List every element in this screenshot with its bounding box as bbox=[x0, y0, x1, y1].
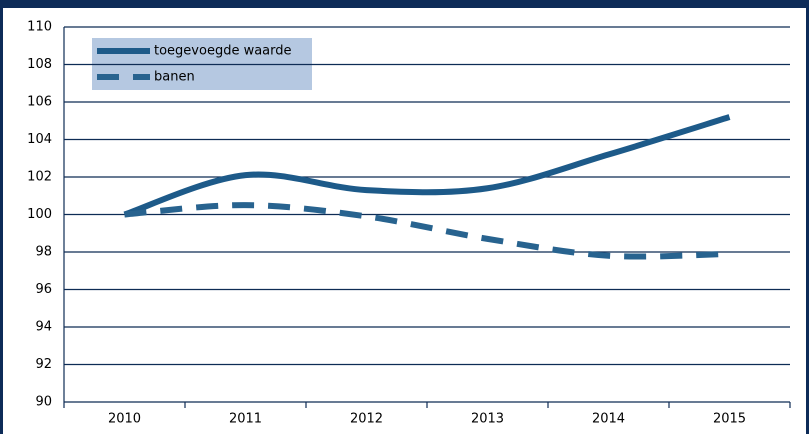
frame-right bbox=[806, 0, 809, 434]
series-line bbox=[123, 114, 731, 218]
y-tick-label: 110 bbox=[27, 20, 52, 35]
y-tick-label: 94 bbox=[35, 320, 52, 335]
x-tick-label: 2015 bbox=[713, 412, 746, 427]
legend-label: banen bbox=[154, 70, 195, 85]
y-tick-label: 100 bbox=[27, 207, 52, 222]
y-tick-label: 98 bbox=[35, 245, 52, 260]
x-tick-label: 2012 bbox=[350, 412, 383, 427]
y-tick-label: 108 bbox=[27, 57, 52, 72]
legend-label: toegevoegde waarde bbox=[154, 44, 292, 59]
y-tick-label: 102 bbox=[27, 170, 52, 185]
frame-top bbox=[0, 0, 809, 8]
y-tick-label: 96 bbox=[35, 282, 52, 297]
y-tick-label: 104 bbox=[27, 132, 52, 147]
y-tick-label: 92 bbox=[35, 357, 52, 372]
x-tick-label: 2014 bbox=[592, 412, 625, 427]
y-tick-label: 106 bbox=[27, 95, 52, 110]
x-tick-label: 2011 bbox=[229, 412, 262, 427]
x-tick-label: 2013 bbox=[471, 412, 504, 427]
y-tick-label: 90 bbox=[35, 395, 52, 410]
frame-left bbox=[0, 0, 3, 434]
x-tick-label: 2010 bbox=[108, 412, 141, 427]
series-line bbox=[124, 202, 730, 260]
